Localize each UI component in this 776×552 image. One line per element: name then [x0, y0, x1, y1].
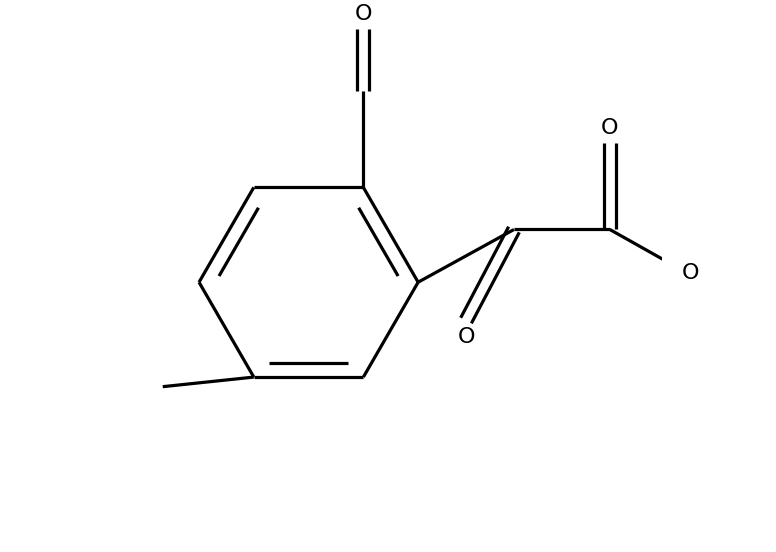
- Text: O: O: [355, 4, 372, 24]
- Text: O: O: [457, 327, 475, 347]
- Text: O: O: [601, 118, 618, 138]
- Text: O: O: [682, 263, 700, 283]
